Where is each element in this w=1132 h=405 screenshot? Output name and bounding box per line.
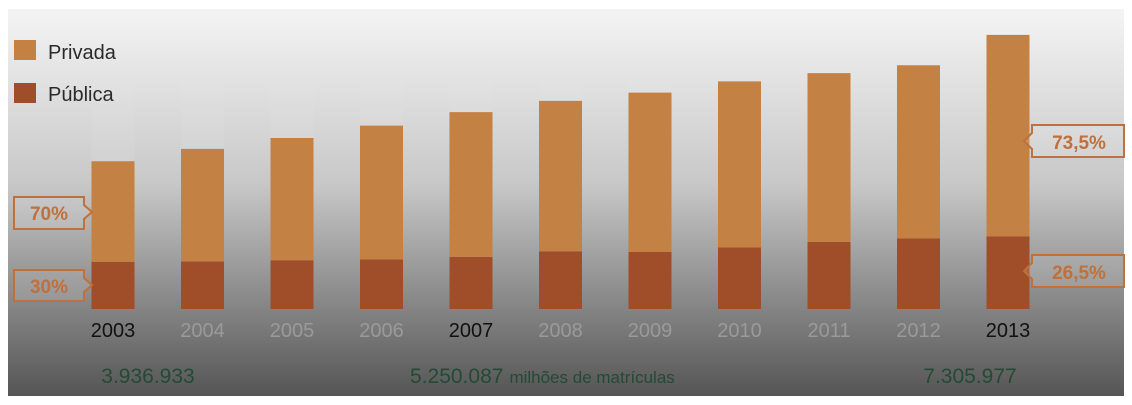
year-label-2007: 2007 — [449, 320, 494, 342]
callout-left-privada: 70% — [13, 196, 94, 230]
bar-privada-2005 — [270, 138, 314, 261]
year-label-2008: 2008 — [538, 320, 583, 342]
total-2007-group: 5.250.087 milhões de matrículas — [410, 365, 675, 388]
bar-publica-2003 — [91, 261, 135, 309]
year-label-2005: 2005 — [270, 320, 315, 342]
year-label-2004: 2004 — [180, 320, 225, 342]
bar-privada-2007 — [449, 112, 493, 257]
callout-right-publica-text: 26,5% — [1052, 263, 1106, 284]
bar-publica-2005 — [270, 260, 314, 309]
total-2007: 5.250.087 — [410, 365, 503, 388]
bar-publica-2007 — [449, 256, 493, 309]
bar-privada-2012 — [897, 65, 940, 239]
legend-privada-swatch — [14, 40, 36, 60]
bar-publica-2010 — [718, 247, 761, 309]
callout-left-publica: 30% — [13, 269, 94, 302]
legend: Privada Pública — [14, 40, 117, 106]
bar-publica-2004 — [181, 261, 224, 309]
year-labels: 2003 2004 2005 2006 2007 2008 2009 2010 2011 2012… — [91, 320, 1031, 342]
bar-privada-2011 — [807, 73, 851, 242]
callout-left-publica-text: 30% — [30, 277, 68, 298]
bar-publica-2006 — [360, 259, 403, 309]
legend-privada-label: Privada — [48, 42, 117, 64]
bar-privada-2010 — [718, 81, 761, 248]
callout-right-privada-text: 73,5% — [1052, 133, 1106, 154]
bar-privada-2004 — [181, 148, 224, 262]
bar-publica-2011 — [807, 241, 851, 309]
bar-publica-2013 — [986, 236, 1030, 309]
bar-publica-2012 — [897, 238, 940, 309]
bar-privada-2008 — [539, 100, 582, 252]
callout-right-privada: 73,5% — [1022, 124, 1125, 158]
total-2013: 7.305.977 — [923, 365, 1016, 388]
bar-privada-2009 — [628, 92, 672, 252]
year-label-2006: 2006 — [359, 320, 404, 342]
bar-privada-2013 — [986, 34, 1030, 237]
callout-right-publica: 26,5% — [1022, 254, 1125, 288]
bar-privada-2003 — [91, 161, 135, 262]
total-unit-label: milhões de matrículas — [509, 368, 674, 387]
year-label-2013: 2013 — [986, 320, 1031, 342]
legend-publica-label: Pública — [48, 84, 114, 106]
year-label-2012: 2012 — [896, 320, 941, 342]
legend-publica-swatch — [14, 83, 36, 103]
bars-group — [91, 34, 1030, 309]
year-label-2009: 2009 — [628, 320, 673, 342]
total-2003: 3.936.933 — [101, 365, 194, 388]
year-label-2003: 2003 — [91, 320, 136, 342]
year-label-2010: 2010 — [717, 320, 762, 342]
bar-privada-2006 — [360, 125, 403, 260]
bar-publica-2009 — [628, 252, 672, 309]
year-label-2011: 2011 — [807, 320, 850, 342]
callout-left-privada-text: 70% — [30, 204, 68, 225]
totals-row: 3.936.933 5.250.087 milhões de matrículas… — [101, 365, 1016, 388]
bar-publica-2008 — [539, 251, 582, 309]
